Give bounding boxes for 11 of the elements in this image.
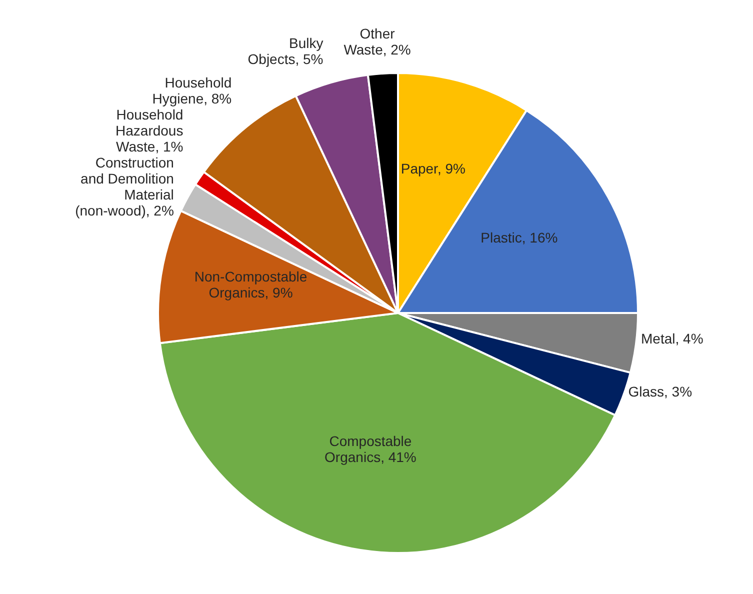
slice-label: Bulky Objects, 5% xyxy=(248,34,324,67)
slice-label: Construction and Demolition Material (non-wood), 2% xyxy=(75,154,174,219)
slice-label: Other Waste, 2% xyxy=(344,25,411,58)
slice-label: Non-Compostable Organics, 9% xyxy=(194,268,308,300)
slice-label: Metal, 4% xyxy=(641,330,704,346)
slice-label: Glass, 3% xyxy=(628,384,692,400)
slice-label: Household Hygiene, 8% xyxy=(152,74,232,106)
slice-label: Household Hazardous Waste, 1% xyxy=(116,106,184,154)
slice-label: Plastic, 16% xyxy=(480,230,558,246)
slice-label: Compostable Organics, 41% xyxy=(324,433,416,466)
slice-label: Paper, 9% xyxy=(400,160,466,177)
